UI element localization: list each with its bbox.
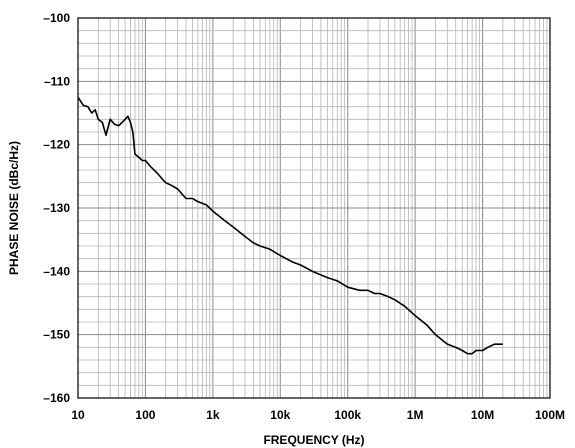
- grid: [77, 17, 551, 399]
- x-axis-title: FREQUENCY (Hz): [263, 433, 364, 447]
- plot-frame: [77, 17, 551, 399]
- x-tick-label: 10: [71, 408, 85, 422]
- x-tick-label: 10M: [471, 408, 494, 422]
- y-tick-label: –100: [43, 11, 70, 25]
- x-axis-ticks: 10 100 1k 10k 100k 1M 10M 100M: [71, 408, 565, 422]
- x-tick-label: 100M: [535, 408, 565, 422]
- y-tick-label: –130: [43, 201, 70, 215]
- y-axis-title: PHASE NOISE (dBc/Hz): [7, 141, 21, 275]
- y-axis-ticks: –160 –150 –140 –130 –120 –110 –100: [43, 11, 70, 405]
- y-tick-label: –120: [43, 138, 70, 152]
- series-line: [77, 96, 503, 355]
- x-tick-label: 1M: [407, 408, 424, 422]
- y-tick-label: –140: [43, 264, 70, 278]
- x-tick-label: 100: [135, 408, 155, 422]
- x-tick-label: 1k: [206, 408, 220, 422]
- y-tick-label: –150: [43, 328, 70, 342]
- y-tick-label: –110: [44, 74, 70, 88]
- x-tick-label: 100k: [334, 408, 361, 422]
- x-tick-label: 10k: [270, 408, 290, 422]
- plot-lines: [77, 96, 503, 355]
- y-tick-label: –160: [43, 391, 70, 405]
